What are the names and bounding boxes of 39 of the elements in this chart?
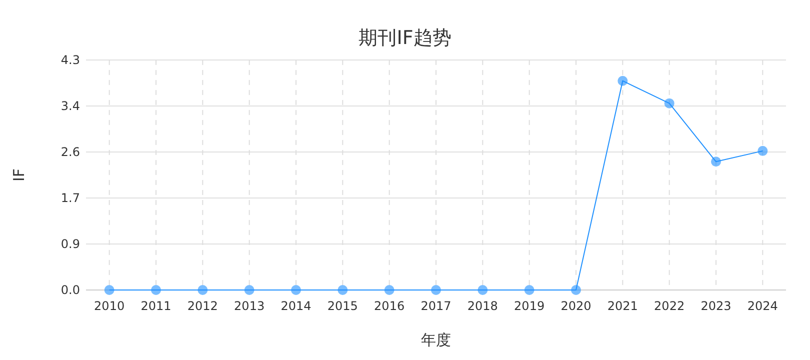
x-axis-title: 年度 — [421, 331, 451, 349]
x-tick-label: 2016 — [374, 299, 405, 313]
y-tick-label: 4.3 — [60, 53, 80, 67]
point — [151, 285, 161, 295]
y-tick-label: 1.7 — [60, 191, 80, 205]
x-tick-label: 2024 — [747, 299, 778, 313]
y-tick-label: 0.0 — [60, 283, 80, 297]
y-tick-label: 2.6 — [60, 145, 80, 159]
point — [104, 285, 114, 295]
point — [338, 285, 348, 295]
x-tick-label: 2010 — [94, 299, 125, 313]
point — [571, 285, 581, 295]
x-tick-label: 2012 — [187, 299, 218, 313]
chart-title: 期刊IF趋势 — [358, 27, 452, 49]
x-tick-label: 2023 — [700, 299, 732, 313]
x-tick-label: 2013 — [234, 299, 265, 313]
point — [291, 285, 301, 295]
point — [478, 285, 488, 295]
x-tick-label: 2019 — [514, 299, 545, 313]
x-tick-label: 2017 — [420, 299, 452, 313]
x-tick-label: 2018 — [467, 299, 498, 313]
x-tick-label: 2015 — [327, 299, 358, 313]
point — [711, 156, 721, 167]
x-tick-label: 2021 — [607, 299, 638, 313]
x-tick-label: 2011 — [140, 299, 172, 313]
point — [198, 285, 208, 295]
point — [618, 76, 628, 86]
y-tick-label: 0.9 — [60, 237, 80, 251]
x-tick-label: 2014 — [280, 299, 312, 313]
y-tick-label: 3.4 — [60, 99, 80, 113]
y-axis-title: IF — [10, 168, 28, 182]
point — [758, 146, 768, 156]
point — [664, 98, 674, 108]
point — [244, 285, 254, 295]
point — [384, 285, 394, 295]
x-tick-label: 2020 — [560, 299, 592, 313]
point — [524, 285, 534, 295]
point — [431, 285, 441, 295]
x-tick-label: 2022 — [654, 299, 685, 313]
